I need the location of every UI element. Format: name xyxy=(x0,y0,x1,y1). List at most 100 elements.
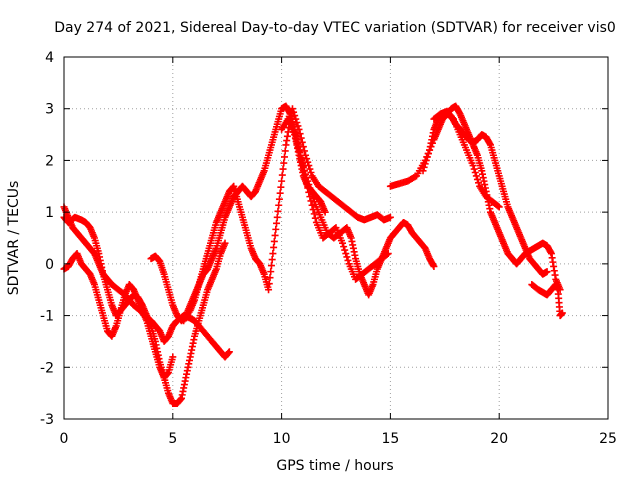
series-track-k xyxy=(430,107,503,211)
data-point xyxy=(278,177,286,185)
data-point xyxy=(293,136,301,144)
data-point xyxy=(273,213,281,221)
data-point xyxy=(296,130,304,138)
data-point xyxy=(294,122,302,130)
series-track-j xyxy=(419,110,551,278)
data-point xyxy=(304,184,312,192)
data-point xyxy=(303,155,311,163)
data-point xyxy=(221,239,229,247)
data-point xyxy=(340,243,348,251)
data-point xyxy=(298,138,306,146)
data-point xyxy=(308,201,316,209)
data-point xyxy=(267,268,275,276)
data-point xyxy=(275,201,283,209)
y-axis-label: SDTVAR / TECUs xyxy=(6,181,22,296)
data-point xyxy=(294,141,302,149)
data-point xyxy=(424,150,432,158)
data-point xyxy=(475,179,483,187)
data-point xyxy=(299,143,307,151)
data-point xyxy=(281,153,289,161)
data-point xyxy=(273,219,281,227)
data-point xyxy=(494,202,502,210)
data-point xyxy=(469,162,477,170)
data-point xyxy=(266,274,274,282)
data-point xyxy=(298,162,306,170)
data-point xyxy=(276,189,284,197)
data-point xyxy=(274,207,282,215)
data-point xyxy=(300,171,308,179)
y-tick-label: -3 xyxy=(40,412,54,428)
data-point xyxy=(267,262,275,270)
series-track-d xyxy=(147,102,307,325)
data-point xyxy=(341,246,349,254)
data-point xyxy=(297,156,305,164)
data-point xyxy=(271,231,279,239)
x-tick-label: 25 xyxy=(599,431,617,447)
data-point xyxy=(307,197,315,205)
data-point xyxy=(311,214,319,222)
data-point xyxy=(169,353,177,361)
y-tick-label: -2 xyxy=(40,360,54,376)
data-point xyxy=(292,115,300,123)
chart-title: Day 274 of 2021, Sidereal Day-to-day VTE… xyxy=(54,20,616,36)
data-point xyxy=(296,151,304,159)
data-point xyxy=(306,165,314,173)
data-point xyxy=(280,159,288,167)
x-tick-label: 5 xyxy=(168,431,177,447)
data-point xyxy=(300,147,308,155)
data-point xyxy=(269,250,277,258)
data-point xyxy=(543,268,551,276)
y-tick-label: 2 xyxy=(45,153,54,169)
data-point xyxy=(448,114,456,122)
x-tick-label: 20 xyxy=(490,431,508,447)
data-point xyxy=(306,193,314,201)
data-point xyxy=(470,165,478,173)
axis-ticks: 0 5 10 15 20 25 -3 -2 -1 0 1 2 3 4 xyxy=(40,50,617,447)
x-axis-label: GPS time / hours xyxy=(276,458,393,474)
data-point xyxy=(310,210,318,218)
data-point xyxy=(305,162,313,170)
data-points xyxy=(60,102,566,407)
series-track-g xyxy=(282,105,394,224)
data-point xyxy=(290,123,298,131)
data-point xyxy=(423,153,431,161)
series-track-h xyxy=(286,110,392,283)
x-tick-label: 0 xyxy=(60,431,69,447)
data-point xyxy=(265,286,273,294)
x-tick-label: 10 xyxy=(273,431,291,447)
data-point xyxy=(344,256,352,264)
data-point xyxy=(287,114,295,122)
data-point xyxy=(422,156,430,164)
data-point xyxy=(291,127,299,135)
data-point xyxy=(292,131,300,139)
data-point xyxy=(473,175,481,183)
data-point xyxy=(305,188,313,196)
data-point xyxy=(472,172,480,180)
data-point xyxy=(304,158,312,166)
data-point xyxy=(281,147,289,155)
data-point xyxy=(309,206,317,214)
plot-frame xyxy=(63,56,609,420)
data-point xyxy=(268,256,276,264)
y-tick-label: 0 xyxy=(45,257,54,273)
data-point xyxy=(225,348,233,356)
data-point xyxy=(265,280,273,288)
data-point xyxy=(420,163,428,171)
data-point xyxy=(288,105,296,113)
y-tick-label: 1 xyxy=(45,205,54,221)
data-point xyxy=(383,250,391,258)
data-point xyxy=(270,243,278,251)
data-point xyxy=(297,134,305,142)
data-point xyxy=(275,195,283,203)
data-point xyxy=(430,262,438,270)
x-tick-label: 15 xyxy=(381,431,399,447)
data-point xyxy=(277,183,285,191)
data-point xyxy=(303,180,311,188)
y-tick-label: 4 xyxy=(45,50,54,66)
data-point xyxy=(270,237,278,245)
data-point xyxy=(302,175,310,183)
data-point xyxy=(384,250,392,258)
data-point xyxy=(288,119,296,127)
